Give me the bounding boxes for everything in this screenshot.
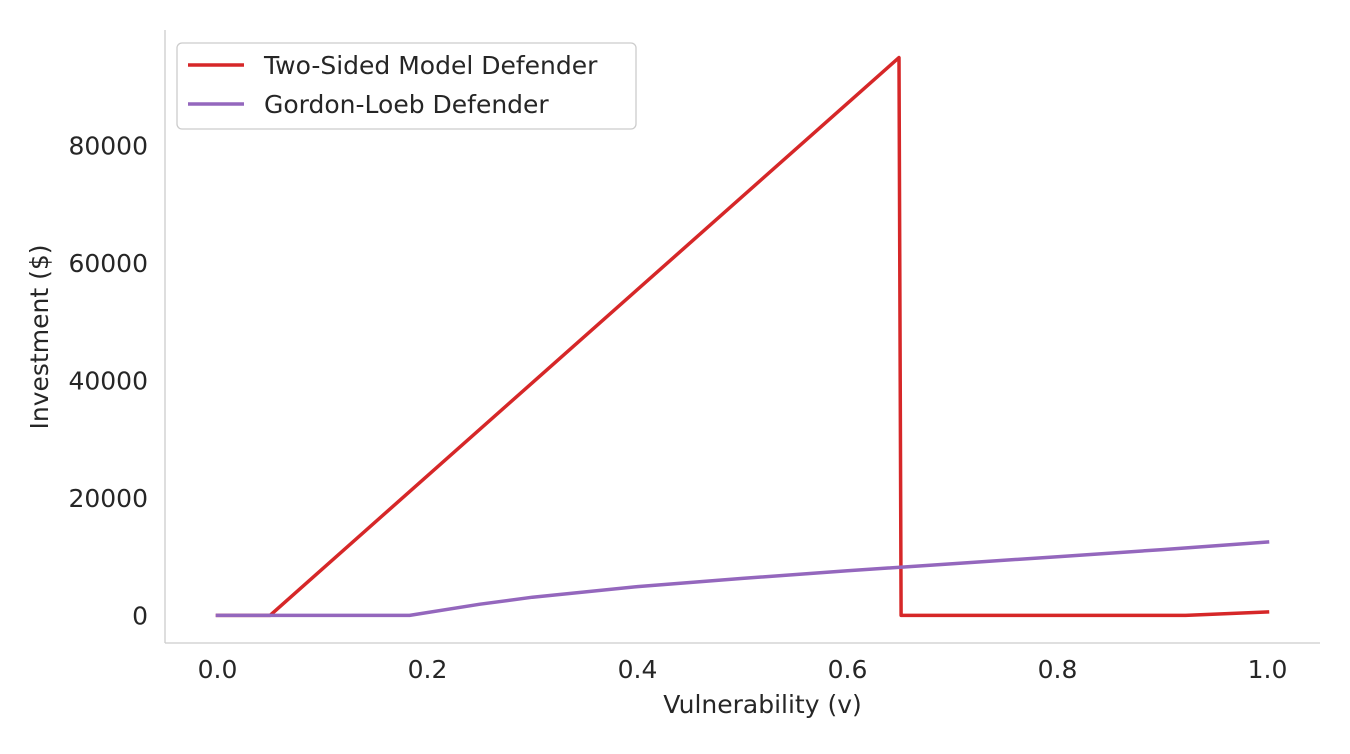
x-tick-label: 1.0 xyxy=(1248,655,1288,684)
y-tick-label: 80000 xyxy=(68,132,148,161)
legend-label: Two-Sided Model Defender xyxy=(263,51,598,80)
legend-label: Gordon-Loeb Defender xyxy=(264,90,549,119)
x-tick-label: 0.4 xyxy=(618,655,658,684)
axes: 0.0 0.2 0.4 0.6 0.8 1.0 0 20000 40000 60000 80000 V… xyxy=(25,30,1320,719)
x-tick-label: 0.2 xyxy=(408,655,448,684)
series-line-0 xyxy=(215,55,1270,618)
x-tick-label: 0.8 xyxy=(1038,655,1078,684)
legend-box xyxy=(176,42,637,130)
series-line-1 xyxy=(215,540,1270,618)
y-tick-label: 20000 xyxy=(68,484,148,513)
plot-lines xyxy=(215,55,1270,618)
y-tick-label: 0 xyxy=(132,601,148,630)
legend: Two-Sided Model Defender Gordon-Loeb Defe… xyxy=(176,42,637,130)
y-axis-label: Investment ($) xyxy=(25,245,54,430)
y-tick-label: 40000 xyxy=(68,367,148,396)
x-tick-label: 0.6 xyxy=(828,655,868,684)
y-tick-label: 60000 xyxy=(68,249,148,278)
x-axis-label: Vulnerability (v) xyxy=(663,690,862,719)
x-tick-label: 0.0 xyxy=(198,655,238,684)
